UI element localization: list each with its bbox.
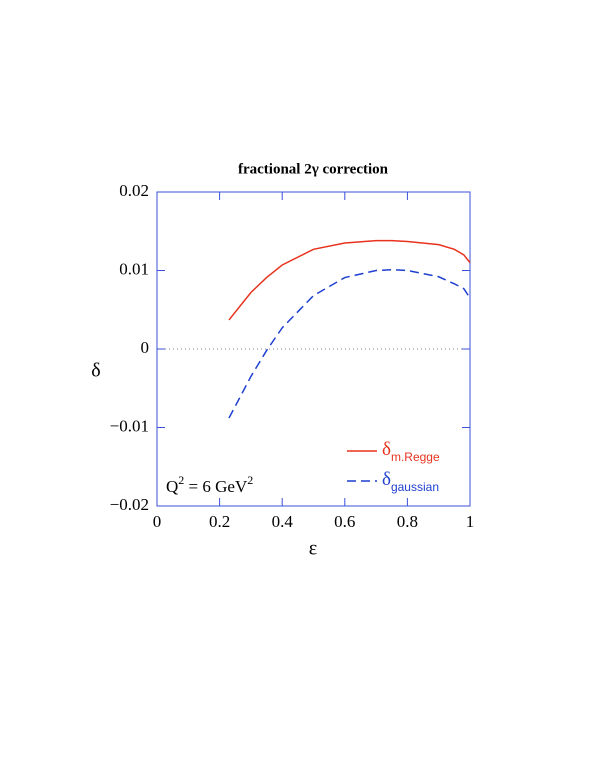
legend-subscript: gaussian (391, 480, 439, 494)
annotation-sup: 2 (247, 473, 253, 487)
legend-entry: δm.Regge (382, 439, 440, 464)
series-line (228, 239, 471, 321)
legend-name: δ (382, 469, 391, 490)
y-tick-label: 0.02 (119, 181, 149, 200)
x-axis-label: ε (309, 538, 317, 560)
y-tick-label: −0.02 (110, 495, 149, 514)
y-tick-label: 0 (141, 338, 150, 357)
y-tick-label: 0.01 (119, 259, 149, 278)
x-tick-label: 1 (466, 512, 475, 531)
y-tick-label: −0.01 (110, 416, 149, 435)
x-tick-label: 0.6 (334, 512, 355, 531)
legend-entry: δgaussian (382, 469, 439, 494)
x-tick-label: 0.8 (397, 512, 418, 531)
annotation: Q2 = 6 GeV2 (166, 473, 253, 496)
legend-name: δ (382, 439, 391, 460)
x-tick-label: 0 (153, 512, 162, 531)
annotation-part: = 6 GeV (184, 477, 248, 496)
annotation-part: Q (166, 477, 178, 496)
chart-title: fractional 2γ correction (238, 161, 389, 177)
annotation-sup: 2 (178, 473, 184, 487)
series-line (228, 268, 471, 419)
plot-frame (156, 191, 471, 507)
x-tick-label: 0.2 (209, 512, 230, 531)
legend-subscript: m.Regge (391, 450, 440, 464)
x-tick-label: 0.4 (272, 512, 294, 531)
y-axis-label: δ (91, 360, 100, 382)
